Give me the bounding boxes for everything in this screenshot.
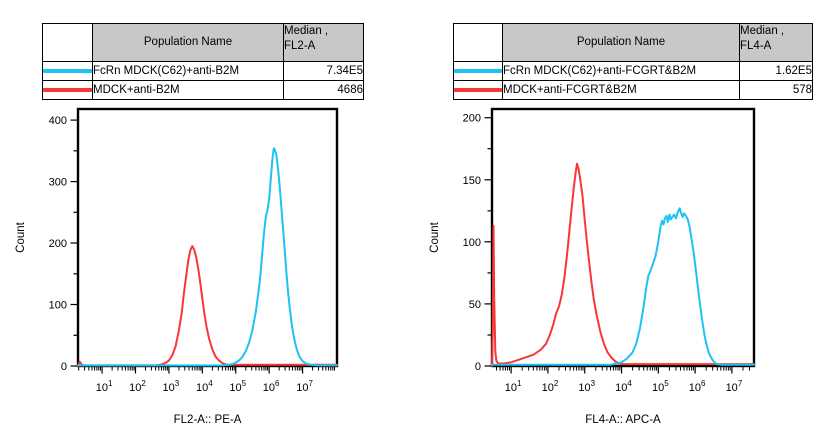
histogram-plot-fl2: 101 102 103 104 105 106 107 0 100 200 300 400 FL2-A:…	[15, 107, 339, 426]
x-tick-label: 103	[578, 379, 595, 394]
series-curve	[77, 245, 338, 367]
histogram-plot-fl4: 101 102 103 104 105 106 107 0 50 100 150 200FL4-A::…	[429, 107, 756, 426]
legend-table: Population Name Median , FL4-A FcRn MDCK…	[453, 23, 813, 100]
population-name: MDCK+anti-FCGRT&B2M	[502, 80, 740, 100]
median-header-line1: Median ,	[740, 25, 785, 37]
y-tick-label: 50	[469, 299, 481, 311]
y-tick-label: 400	[49, 115, 67, 127]
series-curve	[491, 162, 755, 367]
y-tick-label: 0	[61, 361, 67, 373]
median-header-line2: FL4-A	[740, 40, 772, 52]
median-header: Median , FL2-A	[283, 23, 364, 62]
x-tick-label: 106	[263, 379, 280, 394]
table-row: MDCK+anti-B2M 4686	[42, 80, 364, 100]
population-name: MDCK+anti-B2M	[92, 80, 284, 100]
series-curve	[491, 207, 755, 366]
population-name-header: Population Name	[502, 23, 740, 62]
median-value: 4686	[283, 80, 364, 100]
table-row: FcRn MDCK(C62)+anti-B2M 7.34E5	[42, 61, 364, 81]
y-tick-label: 150	[463, 175, 481, 187]
x-tick-label: 107	[726, 379, 743, 394]
x-tick-label: 104	[196, 379, 213, 394]
x-tick-label: 101	[505, 379, 522, 394]
series-swatch-cell	[42, 61, 93, 81]
series-swatch-cell	[453, 80, 503, 100]
series-swatch-cell	[453, 61, 503, 81]
population-name: FcRn MDCK(C62)+anti-FCGRT&B2M	[502, 61, 740, 81]
median-value: 1.62E5	[739, 61, 813, 81]
y-tick-label: 100	[463, 237, 481, 249]
x-tick-label: 107	[296, 379, 313, 394]
plot-frame	[490, 107, 756, 368]
x-axis-title: FL2-A:: PE-A	[174, 414, 242, 426]
x-tick-label: 105	[229, 379, 246, 394]
x-axis-title: FL4-A:: APC-A	[585, 414, 661, 426]
red-series-swatch	[43, 88, 92, 92]
y-axis-title: Count	[429, 221, 441, 252]
panel-fl4: Population Name Median , FL4-A FcRn MDCK…	[414, 0, 828, 446]
y-tick-label: 200	[463, 113, 481, 125]
series-curve	[77, 147, 338, 367]
x-tick-label: 102	[542, 379, 559, 394]
x-tick-label: 104	[615, 379, 632, 394]
y-tick-label: 100	[49, 300, 67, 312]
population-name: FcRn MDCK(C62)+anti-B2M	[92, 61, 284, 81]
legend-swatch-header-cell	[453, 23, 503, 62]
table-row: MDCK+anti-FCGRT&B2M 578	[453, 80, 813, 100]
x-tick-label: 102	[129, 379, 146, 394]
red-series-swatch	[454, 88, 502, 92]
x-tick-label: 105	[652, 379, 669, 394]
y-tick-label: 300	[49, 177, 67, 189]
panel-fl2: Population Name Median , FL2-A FcRn MDCK…	[15, 23, 364, 426]
x-tick-label: 106	[689, 379, 706, 394]
y-tick-label: 200	[49, 238, 67, 250]
table-row: FcRn MDCK(C62)+anti-FCGRT&B2M 1.62E5	[453, 61, 813, 81]
legend-table: Population Name Median , FL2-A FcRn MDCK…	[42, 23, 364, 100]
median-header-line1: Median ,	[284, 25, 329, 37]
median-header-line2: FL2-A	[284, 40, 316, 52]
series-swatch-cell	[42, 80, 93, 100]
x-tick-label: 101	[96, 379, 113, 394]
median-value: 578	[739, 80, 813, 100]
legend-swatch-header-cell	[42, 23, 93, 62]
median-header: Median , FL4-A	[739, 23, 813, 62]
cyan-series-swatch	[43, 69, 92, 73]
x-tick-label: 103	[163, 379, 180, 394]
median-value: 7.34E5	[283, 61, 364, 81]
y-tick-label: 0	[475, 361, 481, 373]
population-name-header: Population Name	[92, 23, 284, 62]
cyan-series-swatch	[454, 69, 502, 73]
y-axis-title: Count	[15, 221, 27, 252]
